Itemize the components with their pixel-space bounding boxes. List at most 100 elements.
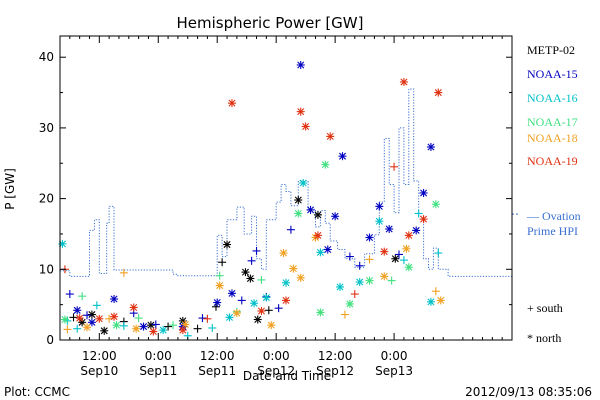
y-tick-label: 40 xyxy=(39,50,54,64)
noaa-16-north-point xyxy=(159,326,168,335)
noaa-17-south-point xyxy=(134,314,143,323)
noaa-15-south-point xyxy=(286,225,295,234)
noaa-15-south-point xyxy=(274,304,283,313)
noaa-16-north-point xyxy=(282,278,290,287)
footer-timestamp: 2012/09/13 08:35:06 xyxy=(465,385,592,399)
x-tick-time-label: 0:00 xyxy=(263,349,290,363)
noaa-16-north-point xyxy=(299,179,308,188)
noaa-17-north-point xyxy=(404,263,413,272)
metp-02-south-point xyxy=(218,258,227,267)
noaa-18-north-point xyxy=(132,324,141,333)
noaa-15-south-point xyxy=(345,252,354,261)
metp-02-north-point xyxy=(223,240,232,249)
metp-02-north-point xyxy=(100,326,109,335)
noaa-18-south-point xyxy=(431,287,440,296)
noaa-15-north-point xyxy=(323,245,332,254)
noaa-19-north-point xyxy=(404,231,413,240)
noaa-15-south-point xyxy=(355,261,364,270)
noaa-16-south-point xyxy=(92,301,101,310)
noaa-18-south-point xyxy=(119,268,128,277)
noaa-17-south-point xyxy=(169,321,177,330)
noaa-15-south-point xyxy=(237,296,246,305)
legend-noaa-16: NOAA-16 xyxy=(527,91,578,105)
noaa-16-south-point xyxy=(434,249,443,258)
footer-credit: Plot: CCMC xyxy=(4,385,70,399)
noaa-15-south-point xyxy=(65,290,74,299)
x-tick-time-label: 0:00 xyxy=(145,349,172,363)
noaa-15-north-point xyxy=(331,212,340,221)
noaa-19-north-point xyxy=(227,99,236,108)
noaa-15-north-point xyxy=(110,294,119,303)
noaa-19-north-point xyxy=(313,231,322,240)
metp-02-north-point xyxy=(246,274,255,283)
noaa-19-north-point xyxy=(399,77,408,86)
noaa-19-north-point xyxy=(380,247,389,256)
metp-02-north-point xyxy=(241,268,250,277)
noaa-19-north-point xyxy=(257,307,266,316)
x-tick-date-label: Sep13 xyxy=(375,364,413,378)
noaa-16-south-point xyxy=(119,321,128,330)
x-tick-time-label: 12:00 xyxy=(200,349,235,363)
noaa-16-north-point xyxy=(375,217,384,226)
noaa-19-north-point xyxy=(129,303,138,312)
noaa-16-south-point xyxy=(73,324,82,333)
metp-02-north-point xyxy=(87,310,96,319)
noaa-18-south-point xyxy=(365,255,374,264)
x-tick-time-label: 0:00 xyxy=(381,349,408,363)
noaa-16-south-point xyxy=(208,323,217,332)
noaa-19-south-point xyxy=(390,162,399,171)
x-tick-date-label: Sep11 xyxy=(198,364,236,378)
noaa-19-north-point xyxy=(110,312,119,321)
legend-north-marker: * north xyxy=(527,331,561,345)
noaa-17-north-point xyxy=(345,299,354,308)
plot-frame xyxy=(59,35,513,341)
x-tick-date-label: Sep10 xyxy=(80,364,118,378)
noaa-15-north-point xyxy=(412,226,421,235)
x-tick-date-label: Sep12 xyxy=(316,364,354,378)
noaa-18-north-point xyxy=(296,273,305,282)
noaa-19-north-point xyxy=(326,132,335,141)
noaa-15-south-point xyxy=(252,246,261,255)
noaa-15-south-point xyxy=(151,320,160,329)
noaa-17-north-point xyxy=(112,321,121,330)
noaa-15-south-point xyxy=(198,314,207,323)
noaa-16-north-point xyxy=(426,297,435,306)
legend: METP-02 NOAA-15 NOAA-16 NOAA-17 NOAA-18 … xyxy=(526,43,581,345)
noaa-17-north-point xyxy=(431,200,440,209)
noaa-15-north-point xyxy=(426,142,435,151)
noaa-15-north-point xyxy=(385,225,394,234)
metp-02-north-point xyxy=(313,210,322,219)
noaa-15-north-point xyxy=(73,306,82,315)
noaa-17-north-point xyxy=(294,209,303,218)
noaa-19-north-point xyxy=(296,107,305,116)
noaa-15-north-point xyxy=(375,202,384,211)
noaa-19-north-point xyxy=(75,314,84,323)
legend-noaa-15: NOAA-15 xyxy=(527,67,578,81)
noaa-17-south-point xyxy=(257,275,266,284)
noaa-16-south-point xyxy=(399,256,408,265)
noaa-19-north-point xyxy=(178,326,187,335)
y-axis-label: P [GW] xyxy=(3,168,17,210)
noaa-15-north-point xyxy=(227,289,236,298)
metp-02-south-point xyxy=(164,322,173,331)
noaa-19-north-point xyxy=(301,122,310,131)
metp-02-north-point xyxy=(294,196,303,205)
noaa-18-south-point xyxy=(340,310,349,319)
x-tick-date-label: Sep11 xyxy=(139,364,177,378)
legend-noaa-18: NOAA-18 xyxy=(527,131,578,145)
noaa-16-south-point xyxy=(414,209,423,218)
metp-02-south-point xyxy=(264,306,273,315)
noaa-18-north-point xyxy=(380,272,389,281)
noaa-15-south-point xyxy=(247,256,256,265)
metp-02-north-point xyxy=(253,315,262,324)
noaa-16-north-point xyxy=(225,313,234,322)
legend-metp-02: METP-02 xyxy=(527,43,575,57)
metp-02-south-point xyxy=(69,313,78,322)
noaa-17-south-point xyxy=(78,292,87,301)
noaa-17-north-point xyxy=(365,276,374,285)
noaa-17-north-point xyxy=(316,308,325,317)
noaa-19-south-point xyxy=(203,314,212,323)
y-tick-label: 0 xyxy=(46,333,54,347)
legend-south-marker: + south xyxy=(527,301,563,315)
noaa-19-north-point xyxy=(434,88,443,97)
